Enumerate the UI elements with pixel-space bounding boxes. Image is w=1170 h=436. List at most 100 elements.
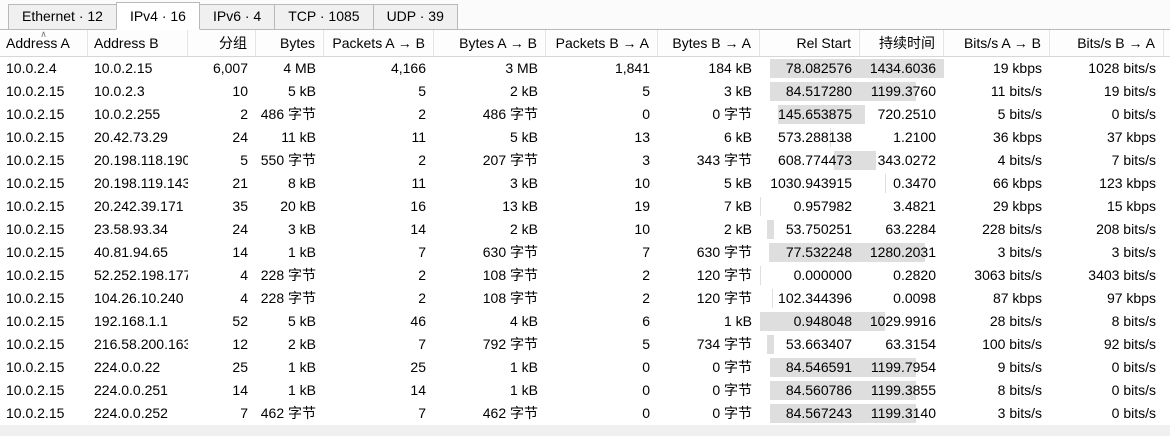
cell-address-b: 216.58.200.163 [94,336,188,352]
cell-bytes-a-to-b: 1 kB [509,359,538,375]
cell-bytes-b-to-a: 2 kB [723,221,752,237]
table-row[interactable]: 10.0.2.15 216.58.200.163 12 2 kB 7 792 字节 5 734… [0,333,1170,356]
header-label: Bits/s B → A [1077,35,1155,51]
cell-duration: 720.2510 [877,106,936,122]
header-bits-b-to-a[interactable]: Bits/s B → A [1050,30,1164,56]
cell-address-b: 20.198.119.143 [94,175,188,191]
cell-bits-a-to-b: 228 bits/s [982,221,1042,237]
tab-ipv6[interactable]: IPv6 · 4 [198,4,276,29]
cell-packets: 2 [240,106,248,122]
timeline-cells: 84.560786 1199.3855 [760,379,944,402]
cell-rel-start: 0.948048 [793,313,852,329]
header-bytes-b-to-a[interactable]: Bytes B → A [658,30,760,56]
table-row[interactable]: 10.0.2.15 224.0.0.252 7 462 字节 7 462 字节 0 0 字节 8… [0,402,1170,425]
cell-address-a: 10.0.2.15 [6,313,65,329]
table-row[interactable]: 10.0.2.15 10.0.2.255 2 486 字节 2 486 字节 0 0 字节 14… [0,103,1170,126]
header-bits-a-to-b[interactable]: Bits/s A → B [944,30,1050,56]
cell-address-a: 10.0.2.15 [6,359,65,375]
tab-udp[interactable]: UDP · 39 [372,4,458,29]
header-address-b[interactable]: Address B [88,30,188,56]
cell-duration: 1199.3760 [870,83,936,99]
table-row[interactable]: 10.0.2.15 224.0.0.22 25 1 kB 25 1 kB 0 0 字节 84.5… [0,356,1170,379]
table-row[interactable]: 10.0.2.15 40.81.94.65 14 1 kB 7 630 字节 7 630 字节… [0,241,1170,264]
header-bytes-a-to-b[interactable]: Bytes A → B [434,30,546,56]
cell-packets-a-to-b: 5 [418,83,426,99]
header-packets-a-to-b[interactable]: Packets A → B [324,30,434,56]
cell-bits-a-to-b: 3063 bits/s [974,267,1042,283]
cell-packets-b-to-a: 3 [642,152,650,168]
timeline-bar [760,312,886,331]
cell-bits-b-to-a: 3 bits/s [1111,244,1156,260]
cell-packets-b-to-a: 10 [634,175,650,191]
header-label: Packets B → A [555,35,649,51]
table-row[interactable]: 10.0.2.15 20.42.73.29 24 11 kB 11 5 kB 13 6 kB 5… [0,126,1170,149]
table-row[interactable]: 10.0.2.15 52.252.198.177 4 228 字节 2 108 字节 2 12… [0,264,1170,287]
cell-rel-start: 84.517280 [785,83,852,99]
cell-packets-a-to-b: 2 [418,290,426,306]
cell-packets-b-to-a: 19 [634,198,650,214]
cell-duration: 343.0272 [877,152,936,168]
timeline-bar [834,151,876,170]
cell-duration: 1.2100 [893,129,936,145]
tab-ethernet[interactable]: Ethernet · 12 [8,4,117,29]
cell-bits-a-to-b: 9 bits/s [997,359,1042,375]
cell-address-a: 10.0.2.15 [6,290,65,306]
table-row[interactable]: 10.0.2.15 10.0.2.3 10 5 kB 5 2 kB 5 3 kB 84.5172… [0,80,1170,103]
tab-ipv4[interactable]: IPv4 · 16 [115,2,200,30]
cell-duration: 1029.9916 [869,313,936,329]
table-row[interactable]: 10.0.2.15 23.58.93.34 24 3 kB 14 2 kB 10 2 kB 53… [0,218,1170,241]
table-row[interactable]: 10.0.2.15 20.198.119.143 21 8 kB 11 3 kB 10 5 k… [0,172,1170,195]
cell-bits-b-to-a: 123 kbps [1099,175,1156,191]
cell-packets-a-to-b: 11 [411,175,426,191]
timeline-cells: 53.750251 63.2284 [760,218,944,241]
cell-bits-a-to-b: 100 bits/s [982,336,1042,352]
cell-address-b: 20.198.118.190 [94,152,188,168]
table-row[interactable]: 10.0.2.15 20.242.39.171 35 20 kB 16 13 kB 19 7 … [0,195,1170,218]
timeline-cells: 84.567243 1199.3140 [760,402,944,425]
table-row[interactable]: 10.0.2.15 20.198.118.190 5 550 字节 2 207 字节 3 34… [0,149,1170,172]
cell-address-a: 10.0.2.15 [6,129,65,145]
cell-bytes: 550 字节 [260,152,316,168]
cell-address-b: 224.0.0.22 [94,359,161,375]
timeline-bar [766,335,775,354]
timeline-bar [770,358,917,377]
cell-address-b: 10.0.2.3 [94,83,145,99]
cell-address-a: 10.0.2.15 [6,336,65,352]
header-bytes[interactable]: Bytes [256,30,324,56]
cell-packets-b-to-a: 6 [642,313,650,329]
cell-bytes: 1 kB [287,244,316,260]
cell-bytes-a-to-b: 3 kB [509,175,538,191]
header-label: Bytes [279,35,315,51]
table-row[interactable]: 10.0.2.4 10.0.2.15 6,007 4 MB 4,166 3 MB 1,841… [0,57,1170,80]
timeline-bar [769,243,926,262]
cell-duration: 1434.6036 [869,60,936,76]
cell-bytes-a-to-b: 108 字节 [482,267,538,283]
header-packets-b-to-a[interactable]: Packets B → A [546,30,658,56]
table-row[interactable]: 10.0.2.15 192.168.1.1 52 5 kB 46 4 kB 6 1 kB 0.9… [0,310,1170,333]
cell-bytes-b-to-a: 630 字节 [696,244,752,260]
table-row[interactable]: 10.0.2.15 224.0.0.251 14 1 kB 14 1 kB 0 0 字节 84.… [0,379,1170,402]
header-address-a[interactable]: Address A ∧ [0,30,88,56]
tab-tcp[interactable]: TCP · 1085 [274,4,374,29]
cell-bits-b-to-a: 7 bits/s [1111,152,1156,168]
cell-bits-a-to-b: 66 kbps [992,175,1042,191]
cell-packets-b-to-a: 2 [642,290,650,306]
cell-packets: 7 [240,405,248,421]
cell-packets-b-to-a: 0 [642,106,650,122]
cell-bytes-a-to-b: 108 字节 [482,290,538,306]
timeline-cells: 84.517280 1199.3760 [760,80,944,103]
timeline-cells: 84.546591 1199.7954 [760,356,944,379]
header-rel-start[interactable]: Rel Start [760,30,860,56]
cell-packets-b-to-a: 1,841 [614,60,650,76]
table-row[interactable]: 10.0.2.15 104.26.10.240 4 228 字节 2 108 字节 2 120… [0,287,1170,310]
cell-packets-a-to-b: 14 [410,382,426,398]
cell-rel-start: 1030.943915 [770,175,852,191]
header-duration[interactable]: 持续时间 [860,30,944,56]
header-packets[interactable]: 分组 [188,30,256,56]
cell-bits-b-to-a: 8 bits/s [1111,313,1156,329]
cell-rel-start: 0.957982 [793,198,852,214]
timeline-cells: 77.532248 1280.2031 [760,241,944,264]
cell-packets-a-to-b: 16 [410,198,426,214]
cell-bytes-a-to-b: 486 字节 [482,106,538,122]
cell-bytes-b-to-a: 7 kB [723,198,752,214]
